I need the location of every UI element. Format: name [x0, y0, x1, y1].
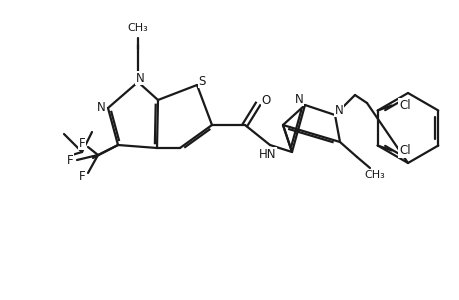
Text: S: S	[198, 74, 205, 88]
Text: CH₃: CH₃	[364, 170, 385, 180]
Text: F: F	[67, 154, 73, 166]
Text: N: N	[334, 103, 342, 116]
Text: Cl: Cl	[398, 99, 409, 112]
Text: N: N	[96, 100, 105, 113]
Text: HN: HN	[259, 148, 276, 160]
Text: O: O	[261, 94, 270, 106]
Text: N: N	[135, 71, 144, 85]
Text: CH₃: CH₃	[127, 23, 148, 33]
Text: Cl: Cl	[398, 144, 409, 157]
Text: F: F	[78, 170, 85, 184]
Text: N: N	[294, 92, 303, 106]
Text: F: F	[78, 136, 85, 149]
